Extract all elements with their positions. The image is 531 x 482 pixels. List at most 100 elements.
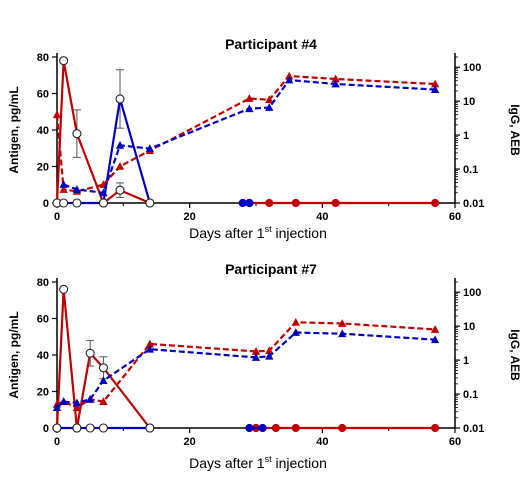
y2-tick-label: 100 xyxy=(463,62,481,74)
data-point xyxy=(145,144,155,153)
data-point xyxy=(245,198,254,208)
x-axis-label-part: injection xyxy=(272,225,327,241)
y2-tick-label: 10 xyxy=(463,96,475,108)
y2-tick-label: 10 xyxy=(463,321,475,333)
data-point xyxy=(265,351,274,360)
y2-tick-label: 0.01 xyxy=(463,198,484,210)
y-tick-label: 60 xyxy=(37,314,49,326)
series-2 xyxy=(52,69,155,208)
y2-tick-label: 0.1 xyxy=(463,389,478,401)
x-axis-label-superscript: st xyxy=(265,224,273,234)
data-point xyxy=(52,423,62,433)
y-tick-label: 40 xyxy=(37,125,49,137)
series-4 xyxy=(238,198,254,208)
data-point xyxy=(115,140,125,149)
data-point xyxy=(99,376,108,384)
data-point xyxy=(99,188,108,197)
data-point xyxy=(284,75,294,84)
data-point xyxy=(72,423,82,433)
series-line xyxy=(55,288,151,430)
data-point xyxy=(251,353,261,361)
y-tick-label: 60 xyxy=(37,89,49,101)
data-point xyxy=(430,335,440,344)
data-point xyxy=(271,423,280,433)
y2-tick-label: 1 xyxy=(463,355,469,367)
data-point xyxy=(338,423,347,433)
data-point xyxy=(430,85,440,93)
y-tick-label: 40 xyxy=(37,350,49,362)
data-point xyxy=(59,180,68,188)
data-point xyxy=(331,198,340,208)
x-tick-label: 40 xyxy=(316,211,328,223)
data-point xyxy=(245,423,254,433)
data-point xyxy=(72,403,82,411)
data-point xyxy=(291,198,300,208)
data-point xyxy=(338,319,347,327)
chart-panel-2: Participant #7 0 20 40 60 0 20 40 60 80 0.01 0.1 1 10… xyxy=(7,261,522,471)
series-5 xyxy=(52,317,440,411)
data-point xyxy=(431,198,440,208)
series-line xyxy=(63,78,436,194)
x-axis-label-superscript: st xyxy=(265,454,273,464)
data-point xyxy=(145,198,155,208)
data-point xyxy=(59,397,68,405)
data-point xyxy=(265,198,274,208)
data-point xyxy=(52,403,62,411)
data-point xyxy=(98,198,108,208)
y-tick-label: 20 xyxy=(37,162,49,174)
y-axis-label: Antigen, pg/mL xyxy=(7,311,21,398)
data-point xyxy=(291,423,300,433)
data-point xyxy=(99,397,108,405)
data-point xyxy=(145,423,155,433)
data-point xyxy=(238,198,247,208)
x-tick-label: 0 xyxy=(54,436,60,448)
data-point xyxy=(245,104,254,113)
data-point xyxy=(265,95,274,104)
x-axis-label: Days after 1st injection xyxy=(189,454,327,471)
data-point xyxy=(72,198,82,208)
data-point xyxy=(85,394,95,403)
y-tick-label: 80 xyxy=(37,52,49,64)
data-point xyxy=(52,110,62,119)
y2-tick-label: 1 xyxy=(463,130,469,142)
data-point xyxy=(265,103,274,111)
x-tick-label: 60 xyxy=(449,436,461,448)
y2-tick-label: 0.01 xyxy=(463,423,484,435)
x-axis-label: Days after 1st injection xyxy=(189,224,327,241)
x-tick-label: 0 xyxy=(54,211,60,223)
series-3 xyxy=(245,198,440,208)
data-point xyxy=(72,398,82,407)
series-6 xyxy=(59,75,440,197)
x-tick-label: 60 xyxy=(449,211,461,223)
data-point xyxy=(115,162,125,170)
data-point xyxy=(115,94,125,104)
series-2 xyxy=(52,423,155,433)
data-point xyxy=(59,284,69,294)
series-line xyxy=(56,321,436,409)
chart-title: Participant #7 xyxy=(225,261,317,277)
data-point xyxy=(258,423,267,433)
series-6 xyxy=(52,328,440,411)
data-point xyxy=(59,198,69,208)
y-tick-label: 0 xyxy=(43,198,49,210)
data-point xyxy=(245,94,254,102)
data-point xyxy=(59,56,69,66)
data-point xyxy=(59,185,68,193)
y2-axis-label: IgG, AEB xyxy=(508,329,522,381)
y-tick-label: 20 xyxy=(37,387,49,399)
data-point xyxy=(291,328,300,336)
data-point xyxy=(291,317,300,326)
chart-panel-1: Participant #4 0 20 40 60 0 20 40 60 80 0.01 0.1 1 10… xyxy=(7,36,522,241)
data-point xyxy=(98,363,108,373)
y-tick-label: 0 xyxy=(43,423,49,435)
data-point xyxy=(115,185,125,195)
data-point xyxy=(338,329,347,338)
y2-axis-label: IgG, AEB xyxy=(508,104,522,156)
x-tick-label: 20 xyxy=(184,211,196,223)
x-tick-label: 40 xyxy=(316,436,328,448)
x-axis-label-part: Days after 1 xyxy=(189,225,265,241)
series-1 xyxy=(52,284,155,433)
data-point xyxy=(430,325,440,333)
chart-title: Participant #4 xyxy=(225,36,317,52)
